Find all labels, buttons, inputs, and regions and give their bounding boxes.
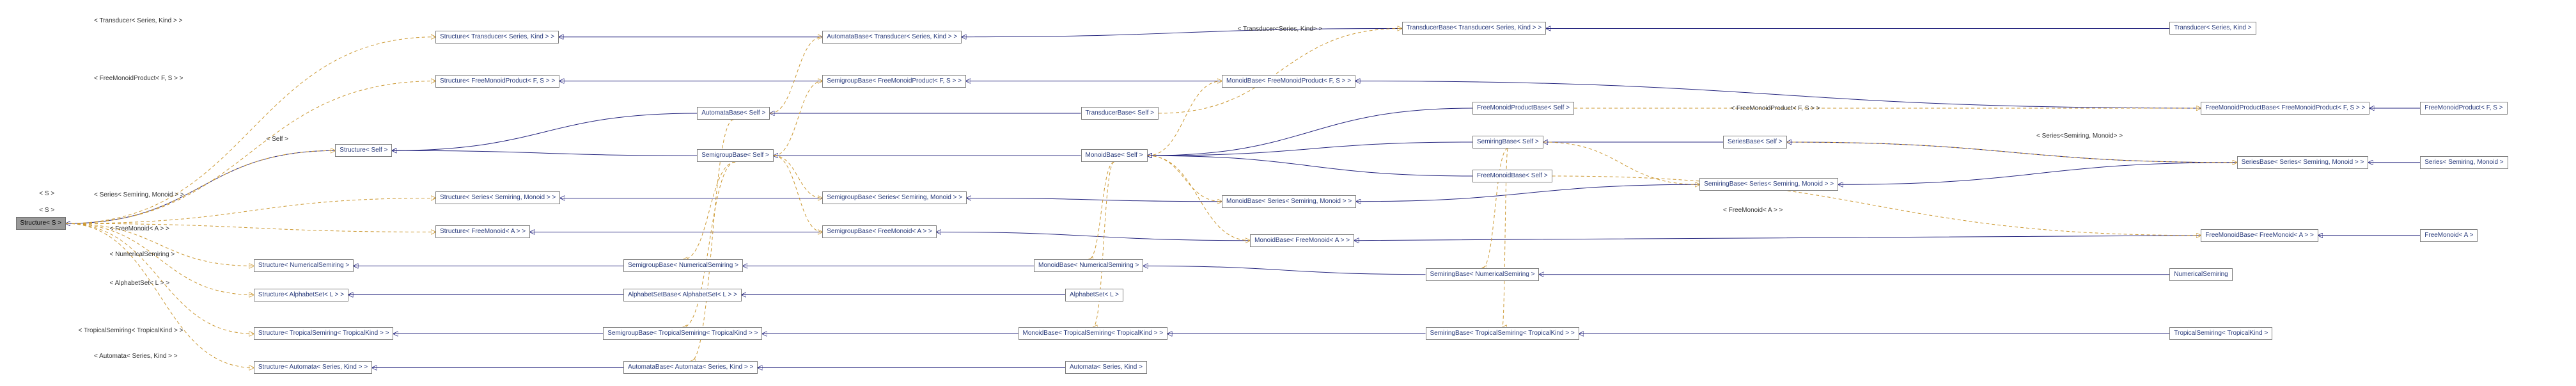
- node-n_autoSelf[interactable]: AutomataBase< Self >: [697, 107, 770, 120]
- edge-label: < Transducer<Series, Kind> >: [1238, 26, 1323, 33]
- edge: [1093, 162, 1114, 327]
- edge: [1148, 156, 1222, 202]
- node-n_Alpha[interactable]: AlphabetSet< L >: [1065, 289, 1123, 302]
- node-n_srbSSM[interactable]: SemiringBase< Series< Semiring, Monoid >…: [1699, 178, 1838, 191]
- node-n_strSelf[interactable]: Structure< Self >: [335, 144, 392, 157]
- node-n_asbAlpha[interactable]: AlphabetSetBase< AlphabetSet< L > >: [623, 289, 742, 302]
- edge: [962, 28, 1401, 36]
- node-n_monTrop[interactable]: MonoidBase< TropicalSemiring< TropicalKi…: [1019, 327, 1168, 340]
- node-n_fmpbSelf[interactable]: FreeMonoidProductBase< Self >: [1472, 102, 1574, 115]
- edge-label: < Automata< Series, Kind > >: [94, 353, 178, 360]
- edge-label: < FreeMonoid< A > >: [110, 225, 169, 232]
- node-n_monFMP[interactable]: MonoidBase< FreeMonoidProduct< F, S > >: [1222, 75, 1355, 88]
- node-n_AutoSK[interactable]: Automata< Series, Kind >: [1065, 361, 1147, 374]
- edge: [1089, 162, 1114, 259]
- node-n_trans[interactable]: Transducer< Series, Kind >: [2169, 22, 2256, 35]
- node-n_FMA[interactable]: FreeMonoid< A >: [2420, 229, 2478, 242]
- edge: [770, 37, 822, 113]
- edge: [1838, 163, 2236, 184]
- node-n_sgSSM[interactable]: SemigroupBase< Series< Semiring, Monoid …: [822, 191, 967, 204]
- diagram-canvas: Structure< S > Structure< Transducer< Ser…: [0, 0, 2576, 386]
- node-n_strTrans[interactable]: Structure< Transducer< Series, Kind > >: [435, 31, 559, 44]
- edge: [1543, 142, 1700, 184]
- edge: [392, 150, 697, 156]
- edge: [1143, 266, 1425, 274]
- node-n_sgTrop[interactable]: SemigroupBase< TropicalSemiring< Tropica…: [603, 327, 762, 340]
- node-n_srNum[interactable]: SemiringBase< NumericalSemiring >: [1426, 268, 1540, 281]
- node-n_fmpbFMP[interactable]: FreeMonoidProductBase< FreeMonoidProduct…: [2201, 102, 2369, 115]
- edge: [1159, 28, 1402, 113]
- node-n_monSelf[interactable]: MonoidBase< Self >: [1081, 149, 1148, 162]
- node-n_monFMA[interactable]: MonoidBase< FreeMonoid< A > >: [1250, 234, 1354, 247]
- node-n_fmbFMA[interactable]: FreeMonoidBase< FreeMonoid< A > >: [2201, 229, 2318, 242]
- node-n_monNum[interactable]: MonoidBase< NumericalSemiring >: [1034, 259, 1143, 272]
- edge-label: < S >: [39, 190, 54, 197]
- node-n_sgFMP[interactable]: SemigroupBase< FreeMonoidProduct< F, S >…: [822, 75, 966, 88]
- edge-label: < TropicalSemiring< TropicalKind > >: [79, 327, 183, 334]
- edge: [937, 232, 1250, 240]
- node-n_SSM[interactable]: Series< Semiring, Monoid >: [2420, 156, 2508, 169]
- edge: [1148, 156, 1472, 176]
- node-n_strFMP[interactable]: Structure< FreeMonoidProduct< F, S > >: [435, 75, 559, 88]
- node-n_strSSM[interactable]: Structure< Series< Semiring, Monoid > >: [435, 191, 560, 204]
- node-n_Num[interactable]: NumericalSemiring: [2169, 268, 2232, 281]
- edge: [774, 156, 822, 198]
- edge: [1482, 149, 1508, 268]
- edge-label: < AlphabetSet< L > >: [110, 280, 170, 287]
- edge: [1148, 108, 1472, 156]
- edge: [967, 198, 1222, 201]
- edge-label: < Transducer< Series, Kind > >: [94, 17, 182, 24]
- edge: [683, 162, 735, 327]
- node-n_strTrop[interactable]: Structure< TropicalSemiring< TropicalKin…: [254, 327, 394, 340]
- node-n_serSelf[interactable]: SeriesBase< Self >: [1723, 136, 1787, 149]
- edge-label: < FreeMonoidProduct< F, S > >: [1731, 105, 1820, 112]
- node-n_sgFMA[interactable]: SemigroupBase< FreeMonoid< A > >: [822, 225, 937, 238]
- edge-label: < Self >: [267, 136, 288, 143]
- edge-label: < Series<Semiring, Monoid> >: [2036, 133, 2123, 140]
- edge: [1552, 176, 2201, 236]
- node-n_sgSelf[interactable]: SemigroupBase< Self >: [697, 149, 774, 162]
- node-n_srSelf[interactable]: SemiringBase< Self >: [1472, 136, 1543, 149]
- edge: [1354, 236, 2201, 241]
- edge: [66, 223, 254, 334]
- node-n_tbTrans[interactable]: TransducerBase< Transducer< Series, Kind…: [1402, 22, 1546, 35]
- edge: [1787, 142, 2237, 163]
- edge: [774, 156, 822, 232]
- edge: [66, 150, 335, 223]
- node-n_sgNum[interactable]: SemigroupBase< NumericalSemiring >: [623, 259, 743, 272]
- edge-label: < FreeMonoid< A > >: [1723, 207, 1783, 214]
- edge: [1787, 142, 2237, 163]
- edge-label: < NumericalSemiring >: [110, 251, 175, 258]
- node-n_strFMA[interactable]: Structure< FreeMonoid< A > >: [435, 225, 530, 238]
- node-n_tbSelf[interactable]: TransducerBase< Self >: [1081, 107, 1159, 120]
- node-n_abAutoSK[interactable]: AutomataBase< Automata< Series, Kind > >: [623, 361, 758, 374]
- edge: [66, 150, 335, 223]
- node-n_strAlpha[interactable]: Structure< AlphabetSet< L > >: [254, 289, 348, 302]
- node-n_FMP[interactable]: FreeMonoidProduct< F, S >: [2420, 102, 2507, 115]
- node-n_strNum[interactable]: Structure< NumericalSemiring >: [254, 259, 354, 272]
- edge: [683, 162, 736, 259]
- node-n_fmbSelf[interactable]: FreeMonoidBase< Self >: [1472, 170, 1552, 182]
- node-n_strAutoSK[interactable]: Structure< Automata< Series, Kind > >: [254, 361, 372, 374]
- node-n_autoTrans[interactable]: AutomataBase< Transducer< Series, Kind >…: [822, 31, 962, 44]
- edge-label: < Series< Semiring, Monoid > >: [94, 191, 184, 198]
- edge: [392, 113, 697, 150]
- edge-label: < S >: [39, 207, 54, 214]
- node-n_monSSM[interactable]: MonoidBase< Series< Semiring, Monoid > >: [1222, 195, 1356, 208]
- edge: [1148, 142, 1472, 156]
- edge: [774, 81, 822, 156]
- edge: [1148, 81, 1222, 156]
- node-n_Trop[interactable]: TropicalSemiring< TropicalKind >: [2169, 327, 2272, 340]
- node-n_srTrop[interactable]: SemiringBase< TropicalSemiring< Tropical…: [1426, 327, 1579, 340]
- edge: [1356, 184, 1699, 202]
- node-n_sbSSM[interactable]: SeriesBase< Series< Semiring, Monoid > >: [2237, 156, 2369, 169]
- edge: [66, 223, 254, 367]
- edge: [66, 198, 435, 223]
- node-root[interactable]: Structure< S >: [16, 217, 66, 230]
- edge-label: < FreeMonoidProduct< F, S > >: [94, 75, 183, 82]
